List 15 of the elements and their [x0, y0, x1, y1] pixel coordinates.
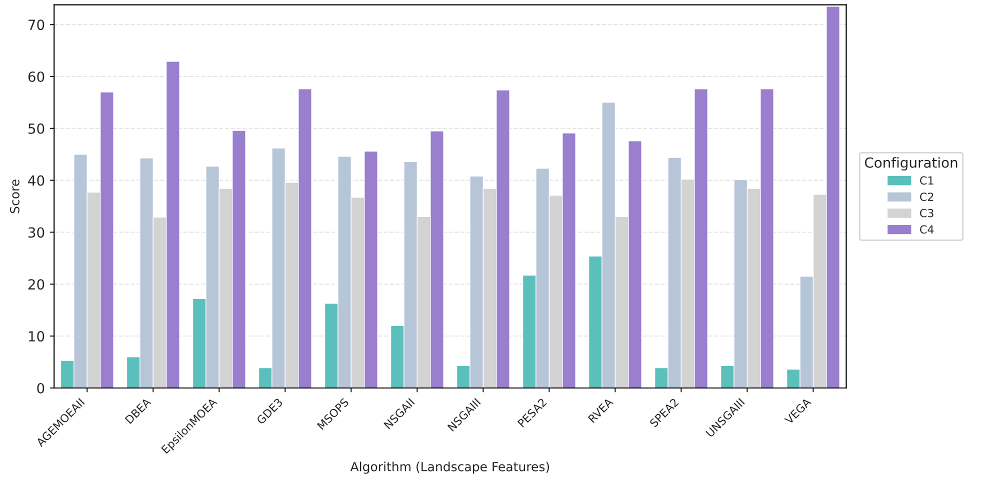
- x-axis-title: Algorithm (Landscape Features): [350, 462, 550, 474]
- y-tick-label: 60: [28, 71, 44, 82]
- y-axis-title: Score: [10, 180, 20, 214]
- y-tick-label: 40: [28, 175, 44, 186]
- y-tick-label: 10: [28, 331, 44, 342]
- legend-label: C1: [920, 176, 934, 185]
- y-tick-label: 70: [28, 20, 44, 30]
- y-tick-label: 0: [37, 382, 44, 394]
- legend-label: C2: [920, 192, 934, 201]
- y-tick-label: 20: [28, 279, 44, 290]
- y-tick-label: 30: [28, 227, 44, 238]
- y-tick-label: 50: [28, 123, 44, 134]
- legend-label: C4: [920, 225, 934, 234]
- legend-label: C3: [920, 208, 934, 218]
- legend-title: Configuration: [864, 157, 958, 171]
